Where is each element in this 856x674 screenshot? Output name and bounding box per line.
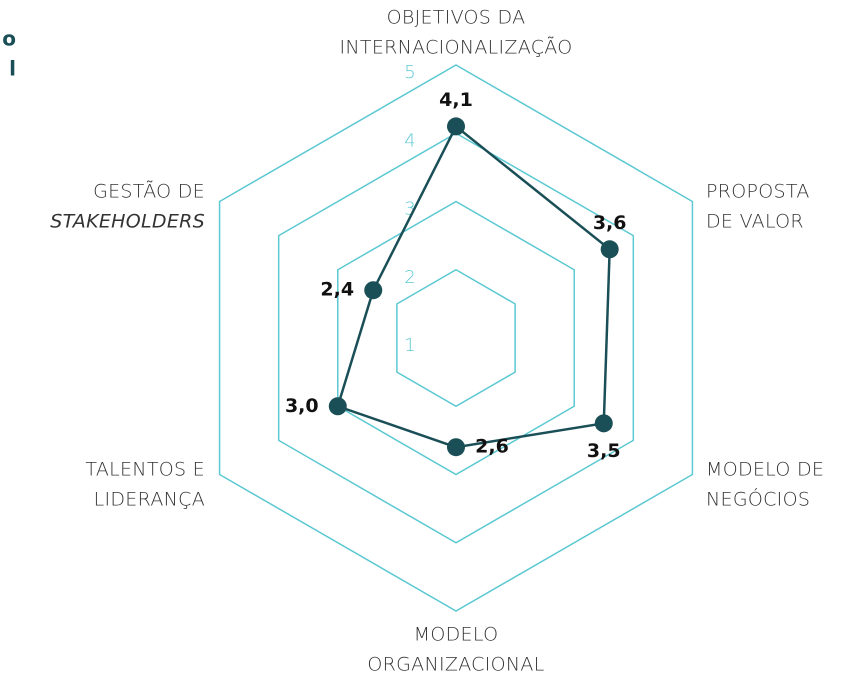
value-label: 3,5: [587, 440, 621, 462]
axis-label: STAKEHOLDERS: [50, 211, 205, 233]
axis-label: DE VALOR: [706, 211, 804, 233]
r-tick-label: 2: [404, 267, 415, 288]
grid-ring: [277, 132, 635, 544]
grid-ring: [218, 64, 694, 612]
axis-label: LIDERANÇA: [94, 489, 205, 511]
axis-label: PROPOSTA: [706, 181, 810, 203]
axis-label: MODELO DE: [706, 459, 824, 481]
value-label: 3,0: [285, 395, 319, 417]
data-point: [594, 414, 613, 433]
r-tick-label: 5: [404, 62, 415, 83]
data-point: [447, 438, 465, 457]
value-label: 3,6: [593, 212, 627, 234]
heading-fragment: l: [9, 57, 16, 81]
axis-label: MODELO: [414, 624, 499, 646]
data-point: [328, 397, 347, 416]
grid-ring: [337, 200, 575, 476]
grid-ring: [396, 268, 516, 408]
r-tick-label: 4: [404, 130, 415, 151]
axis-label: TALENTOS E: [85, 459, 205, 481]
axis-label: INTERNACIONALIZAÇÃO: [340, 36, 573, 59]
value-label: 2,4: [320, 279, 354, 301]
value-label: 2,6: [475, 436, 509, 458]
heading-fragment: o: [2, 27, 16, 51]
r-tick-label: 3: [404, 199, 415, 220]
axis-label: NEGÓCIOS: [706, 487, 810, 511]
data-point: [600, 240, 619, 259]
data-point: [447, 117, 465, 136]
axis-label: GESTÃO DE: [93, 180, 205, 203]
data-point: [364, 281, 383, 300]
value-label: 4,1: [439, 89, 473, 111]
r-tick-label: 1: [404, 335, 415, 356]
axis-label: OBJETIVOS DA: [387, 7, 526, 29]
axis-label: ORGANIZACIONAL: [367, 654, 544, 674]
